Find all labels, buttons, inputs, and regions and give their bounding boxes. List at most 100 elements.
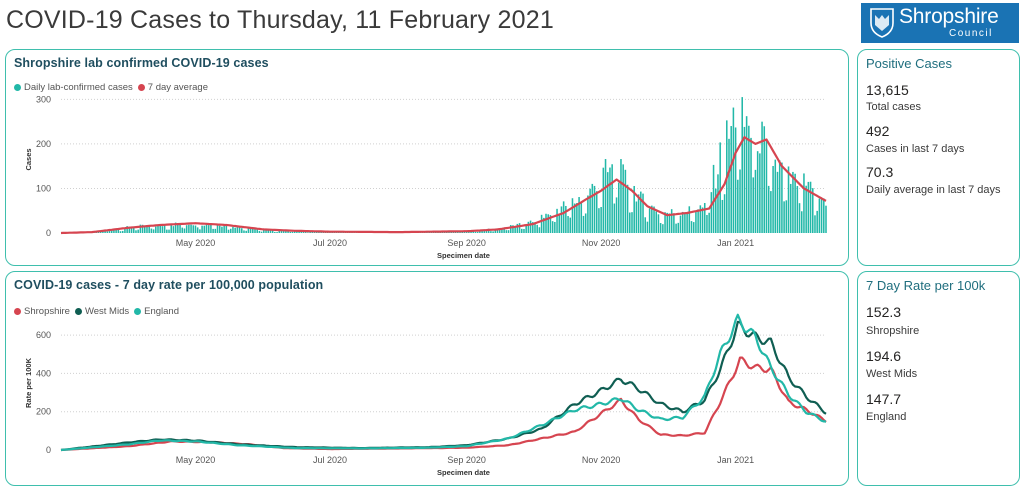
daily-cases-bar [302, 231, 305, 233]
daily-cases-bar [516, 223, 519, 233]
daily-cases-bar [562, 201, 565, 233]
daily-cases-bar [686, 212, 688, 233]
daily-cases-bar [320, 232, 322, 233]
daily-cases-bar [207, 225, 210, 233]
daily-cases-bar [534, 222, 536, 233]
daily-cases-bar [287, 231, 289, 233]
legend-item-england[interactable]: England [134, 306, 179, 317]
daily-cases-bar [174, 222, 177, 233]
daily-cases-bar [545, 213, 547, 233]
daily-cases-bar [692, 222, 695, 233]
daily-cases-bar [540, 214, 543, 233]
cases-chart-plot: 0 100 200 300 May 2020 Jul 2020 Sep 2020 Nov 20… [24, 94, 827, 260]
daily-cases-bar [657, 214, 660, 233]
daily-cases-bar [582, 215, 585, 233]
daily-cases-bar [461, 231, 464, 233]
daily-cases-bar [759, 153, 761, 233]
daily-cases-bar [157, 224, 159, 233]
daily-cases-bar [263, 229, 265, 233]
legend-item-avg[interactable]: 7 day average [137, 82, 208, 93]
daily-cases-bar [595, 191, 598, 233]
daily-cases-bar [600, 207, 602, 233]
daily-cases-bar [569, 217, 572, 233]
y-tick-label: 200 [36, 139, 51, 149]
daily-cases-bar [631, 212, 633, 233]
daily-cases-bar [203, 225, 206, 233]
positive-cases-title: Positive Cases [866, 56, 952, 71]
daily-cases-bar [767, 185, 770, 233]
total-cases-label: Total cases [866, 101, 922, 113]
daily-cases-bar [179, 224, 181, 233]
daily-cases-bar [503, 228, 505, 233]
daily-cases-bar [622, 164, 624, 233]
daily-cases-bar [633, 185, 635, 233]
rate-england-label: England [866, 411, 907, 423]
daily-cases-bar [670, 209, 673, 233]
daily-cases-bar [509, 225, 512, 233]
daily-cases-bar [823, 198, 825, 233]
daily-cases-bar [132, 226, 135, 233]
legend-item-shropshire[interactable]: Shropshire [14, 306, 70, 317]
x-axis-label: Specimen date [437, 468, 490, 477]
daily-cases-bar [108, 229, 111, 233]
page-title: COVID-19 Cases to Thursday, 11 February … [6, 6, 554, 34]
daily-cases-bar [525, 224, 527, 233]
shropshire-line [60, 356, 827, 452]
legend-item-westmids[interactable]: West Mids [74, 306, 129, 317]
daily-cases-bar [690, 221, 693, 233]
daily-cases-bar [514, 226, 516, 233]
x-tick-label: Nov 2020 [582, 455, 621, 465]
daily-cases-bar [620, 159, 622, 233]
daily-cases-bar [800, 211, 803, 233]
x-tick-label: Sep 2020 [447, 238, 486, 248]
daily-cases-bar [646, 221, 649, 233]
y-axis-label: Cases [24, 148, 33, 170]
daily-cases-bar [529, 220, 532, 233]
rate-chart-plot: 0 200 400 600 May 2020 Jul 2020 Sep 2020 Nov 20… [24, 313, 827, 477]
daily-cases-bar [573, 203, 576, 233]
daily-cases-bar [474, 231, 477, 233]
daily-cases-bar [225, 224, 228, 233]
daily-cases-bar [675, 223, 677, 233]
daily-cases-bar [578, 197, 580, 233]
daily-cases-bar [611, 164, 613, 233]
y-tick-label: 100 [36, 183, 51, 193]
daily-cases-bar [289, 231, 292, 233]
council-logo: Shropshire Council [861, 3, 1019, 43]
daily-cases-bar [190, 224, 192, 233]
total-cases-value: 13,615 [866, 82, 909, 98]
daily-cases-bar [754, 169, 757, 233]
daily-cases-bar [728, 138, 730, 233]
daily-cases-bar [181, 227, 184, 233]
daily-cases-bar [551, 221, 554, 233]
daily-cases-bar [490, 231, 492, 233]
daily-cases-bar [761, 121, 763, 233]
daily-cases-bar [664, 212, 666, 233]
daily-cases-bar [481, 230, 483, 233]
daily-cases-bar [684, 213, 686, 233]
rate-chart-legend: Shropshire West Mids England [14, 306, 184, 317]
x-axis-label: Specimen date [437, 251, 490, 260]
daily-cases-bar [152, 229, 155, 233]
daily-cases-bar [695, 212, 697, 233]
daily-cases-bar [743, 126, 746, 233]
daily-cases-bar [750, 137, 752, 233]
daily-cases-bar [816, 210, 818, 233]
positive-cases-card: Positive Cases 13,615 Total cases 492 Ca… [857, 49, 1020, 266]
daily-cases-bar [737, 179, 739, 233]
y-tick-label: 300 [36, 94, 51, 104]
daily-cases-bar [677, 222, 680, 233]
daily-cases-bar [278, 230, 281, 233]
daily-cases-bar [218, 225, 221, 233]
daily-cases-bar [668, 213, 671, 233]
daily-cases-bar [221, 226, 223, 233]
daily-cases-bar [119, 231, 122, 233]
daily-cases-bar [126, 226, 128, 233]
daily-cases-bar [699, 205, 702, 233]
daily-cases-bar [697, 209, 699, 233]
legend-item-daily[interactable]: Daily lab-confirmed cases [14, 82, 133, 93]
daily-cases-bar [593, 185, 596, 233]
last7-cases-value: 492 [866, 123, 890, 139]
daily-average-value: 70.3 [866, 164, 894, 180]
daily-cases-bar [803, 173, 805, 233]
